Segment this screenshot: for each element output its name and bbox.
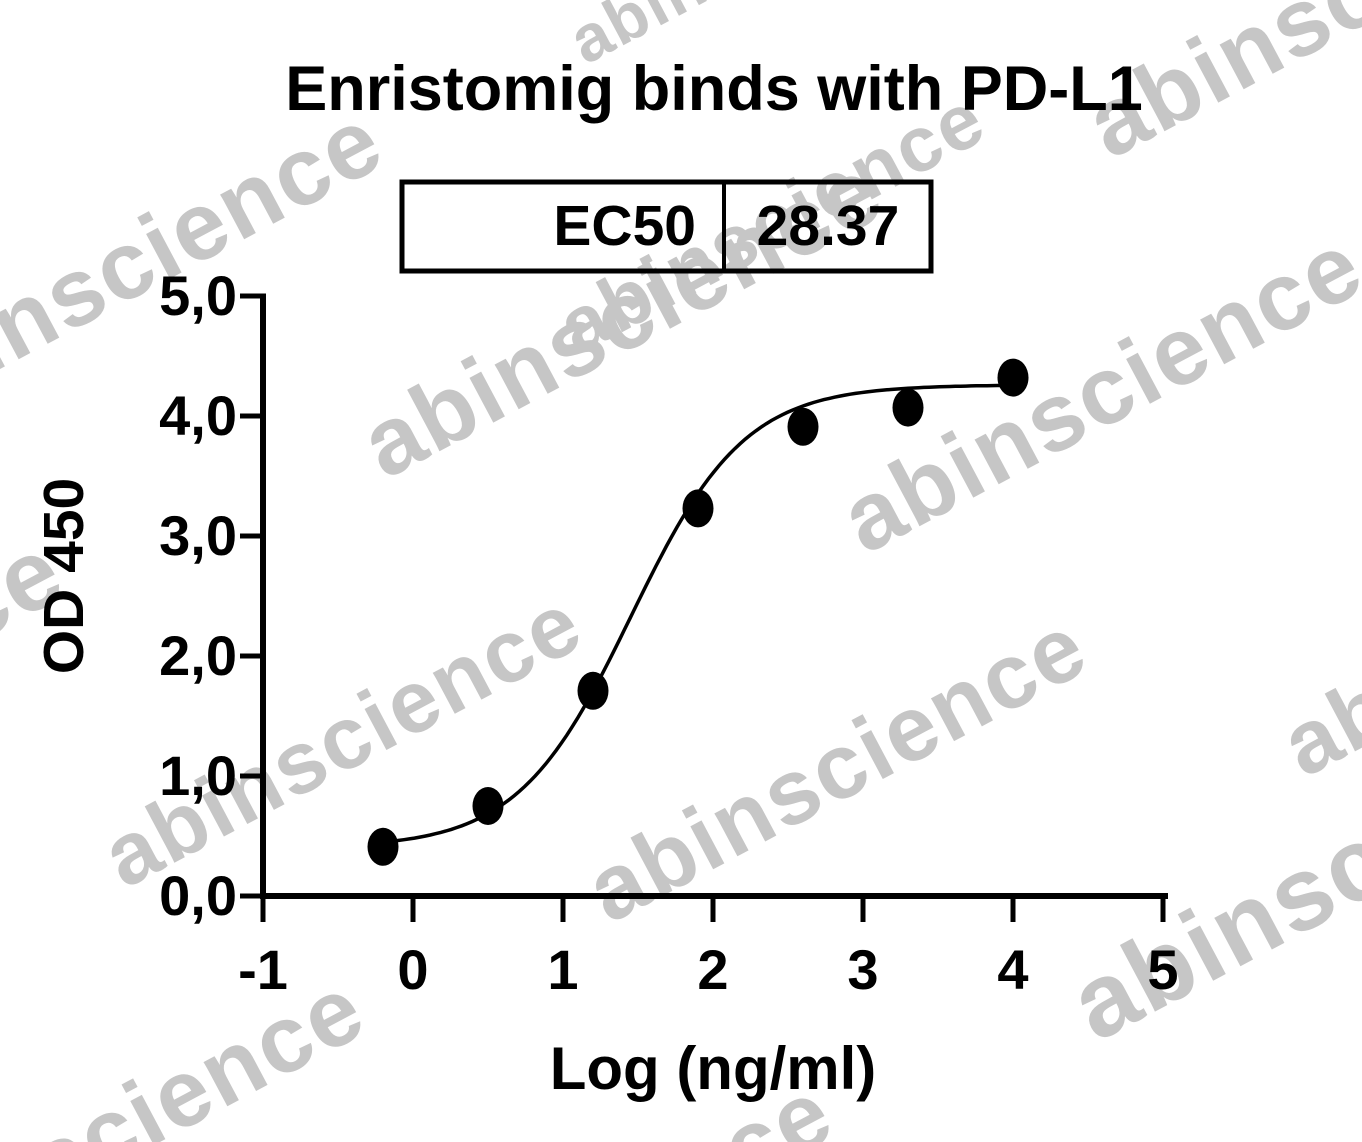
data-point xyxy=(577,671,609,710)
y-tick-label: 0,0 xyxy=(159,864,237,927)
x-tick-label: 2 xyxy=(697,938,728,1001)
y-axis-ticks: 0,0 1,0 2,0 3,0 4,0 5,0 xyxy=(159,264,266,927)
y-tick-label: 4,0 xyxy=(159,384,237,447)
x-axis-title: Log (ng/ml) xyxy=(550,1035,877,1102)
y-axis-title: OD 450 xyxy=(32,478,96,674)
ec50-table: EC50 28.37 xyxy=(399,179,934,274)
dose-response-curve xyxy=(382,383,1014,845)
y-tick-label: 1,0 xyxy=(159,744,237,807)
x-tick-label: 3 xyxy=(847,938,878,1001)
x-tick-label: 0 xyxy=(397,938,428,1001)
data-point xyxy=(367,827,399,866)
ec50-label: EC50 xyxy=(553,194,696,258)
y-tick-label: 2,0 xyxy=(159,624,237,687)
data-point xyxy=(682,489,714,528)
x-tick-label: 5 xyxy=(1147,938,1178,1001)
data-point xyxy=(787,407,819,446)
y-tick-label: 5,0 xyxy=(159,264,237,327)
data-point xyxy=(997,358,1029,397)
data-point xyxy=(472,787,504,825)
x-tick-label: 1 xyxy=(547,938,578,1001)
data-points xyxy=(367,358,1029,866)
chart-title: Enristomig binds with PD-L1 xyxy=(285,54,1143,124)
ec50-value: 28.37 xyxy=(757,194,900,258)
ec50-table-border xyxy=(399,179,934,274)
x-tick-label: -1 xyxy=(238,938,288,1001)
x-tick-label: 4 xyxy=(997,938,1028,1001)
y-tick-label: 3,0 xyxy=(159,504,237,567)
x-axis-ticks: -1 0 1 2 3 4 5 xyxy=(238,893,1179,1001)
data-point xyxy=(892,388,924,427)
